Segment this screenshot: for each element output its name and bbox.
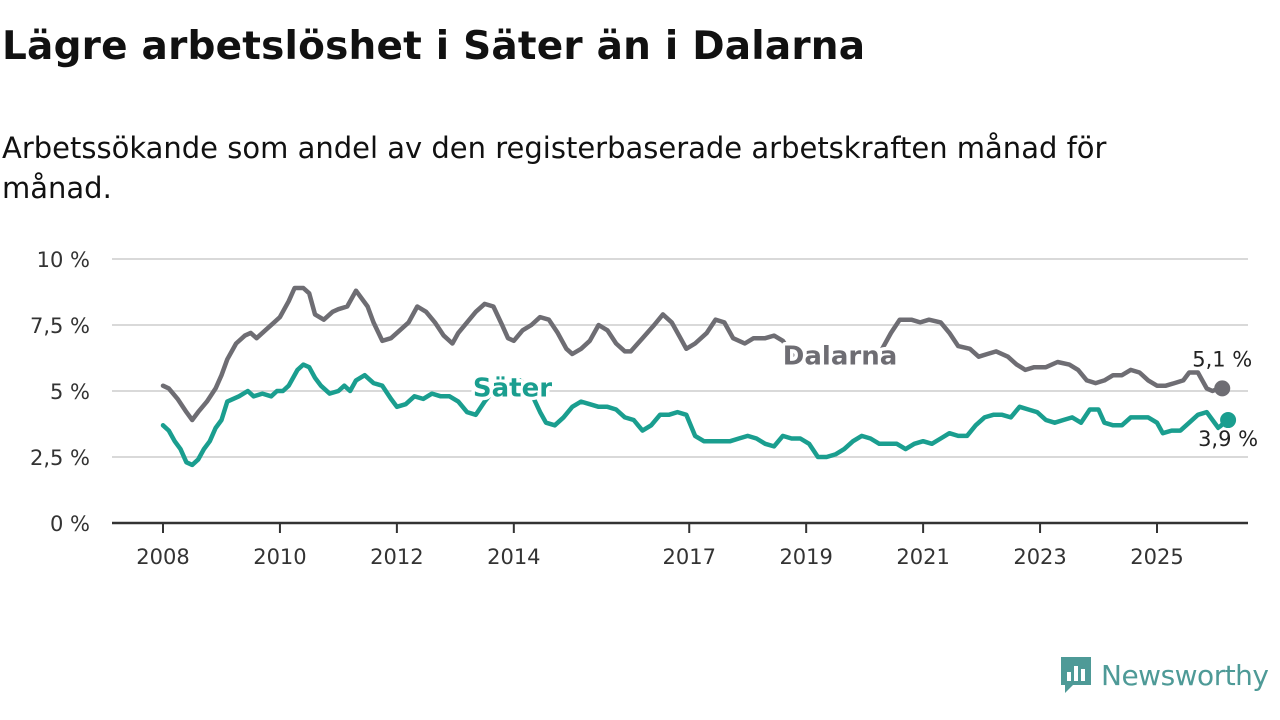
newsworthy-logo-icon xyxy=(1061,657,1091,693)
y-tick-label: 0 % xyxy=(50,512,90,536)
x-tick-label: 2023 xyxy=(1013,545,1066,569)
x-tick-label: 2025 xyxy=(1130,545,1183,569)
end-point-dalarna xyxy=(1214,380,1231,397)
end-label-halo-dalarna: 5,1 % xyxy=(1192,347,1252,371)
end-label-halo-ster: 3,9 % xyxy=(1198,427,1258,451)
x-tick-label: 2010 xyxy=(253,545,306,569)
x-tick-label: 2021 xyxy=(896,545,949,569)
series-line-dalarna xyxy=(879,317,1227,394)
series-line-ster xyxy=(160,362,531,468)
end-label-ster: 3,9 % xyxy=(1198,427,1258,451)
chart-subtitle: Arbetssökande som andel av den registerb… xyxy=(2,131,1107,205)
x-tick-label: 2012 xyxy=(370,545,423,569)
series-label-halo-dalarna: Dalarna xyxy=(783,342,897,372)
series-line-dalarna xyxy=(160,285,815,423)
y-tick-label: 10 % xyxy=(37,248,90,272)
chart-title: Lägre arbetslöshet i Säter än i Dalarna xyxy=(2,24,866,69)
x-tick-label: 2019 xyxy=(779,545,832,569)
end-label-dalarna: 5,1 % xyxy=(1192,347,1252,371)
x-tick-label: 2017 xyxy=(663,545,716,569)
series-line-ster xyxy=(517,391,1233,460)
x-tick-label: 2008 xyxy=(136,545,189,569)
x-tick-label: 2014 xyxy=(487,545,540,569)
brand-logo: Newsworthy xyxy=(1059,655,1269,695)
y-tick-label: 7,5 % xyxy=(30,314,90,338)
series-label-halo-ster: Säter xyxy=(473,373,552,403)
series-label-ster: Säter xyxy=(473,373,552,403)
y-tick-label: 2,5 % xyxy=(30,446,90,470)
brand-name: Newsworthy xyxy=(1101,658,1269,692)
series-label-dalarna: Dalarna xyxy=(783,342,897,372)
end-point-ster xyxy=(1220,412,1237,429)
y-tick-label: 5 % xyxy=(50,380,90,404)
